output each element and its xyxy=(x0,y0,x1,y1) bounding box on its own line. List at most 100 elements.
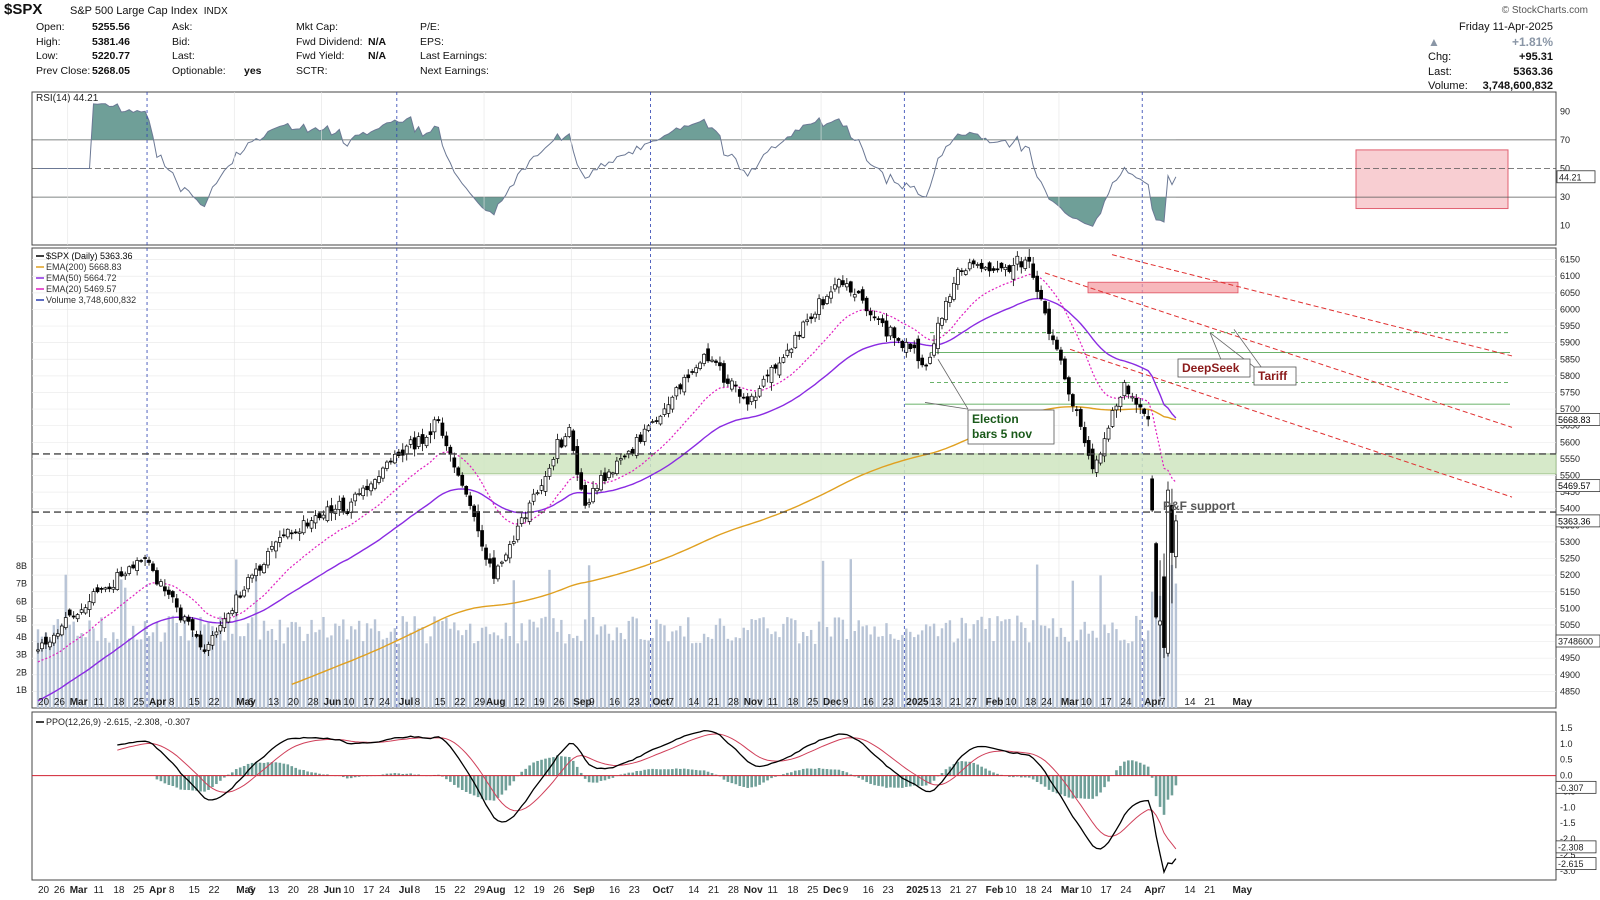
candle-body xyxy=(127,566,132,574)
volume-bar xyxy=(857,620,860,708)
volume-bar xyxy=(758,618,761,708)
ppo-histogram-bar xyxy=(980,766,983,776)
ppo-histogram-bar xyxy=(1154,775,1158,797)
volume-bar xyxy=(116,638,119,708)
volume-bar xyxy=(135,639,139,708)
candlestick xyxy=(325,500,330,523)
candlestick xyxy=(622,453,627,460)
volume-bar xyxy=(893,638,896,708)
ppo-histogram-bar xyxy=(1119,765,1122,776)
ppo-histogram-bar xyxy=(671,769,674,776)
candle-body xyxy=(876,318,881,321)
volume-bar xyxy=(564,643,567,708)
candlestick xyxy=(266,547,270,569)
volume-bar xyxy=(409,632,412,708)
volume-bar xyxy=(310,619,313,708)
candle-body xyxy=(500,561,504,564)
volume-bar xyxy=(274,640,278,708)
candlestick xyxy=(55,629,60,640)
volume-bar xyxy=(825,626,829,708)
ppo-histogram-bar xyxy=(270,762,274,776)
volume-bar xyxy=(290,621,293,708)
price-axis-label: 5250 xyxy=(1560,554,1580,564)
x-axis-label-bottom: 11 xyxy=(768,885,779,896)
candlestick xyxy=(773,363,778,374)
candlestick xyxy=(674,385,679,400)
candlestick xyxy=(95,584,100,594)
candle-body xyxy=(511,541,516,544)
ppo-histogram-bar xyxy=(417,774,420,776)
ppo-histogram-bar xyxy=(496,775,500,799)
candlestick xyxy=(1063,356,1067,381)
candle-body xyxy=(611,472,615,475)
ppo-histogram-bar xyxy=(552,757,555,776)
price-axis-label: 5300 xyxy=(1560,537,1580,547)
candlestick xyxy=(829,285,833,304)
ppo-histogram-bar xyxy=(889,775,892,788)
x-axis-label: 24 xyxy=(1120,697,1132,708)
candle-body xyxy=(71,615,76,618)
ppo-histogram-bar xyxy=(746,775,750,788)
candle-body xyxy=(87,601,92,610)
volume-bar xyxy=(512,580,515,708)
ppo-histogram-bar xyxy=(171,775,175,787)
candle-body xyxy=(571,430,576,451)
election-note-line2: bars 5 nov xyxy=(972,427,1032,441)
volume-bar xyxy=(468,623,472,708)
ppo-histogram-bar xyxy=(686,769,690,776)
ppo-histogram-bar xyxy=(504,775,508,791)
volume-bar xyxy=(861,626,864,708)
price-axis-label: 6050 xyxy=(1560,288,1580,298)
candle-body xyxy=(155,570,159,585)
candle-body xyxy=(971,260,976,265)
candle-body xyxy=(1035,275,1039,292)
candlestick xyxy=(559,437,564,449)
candlestick xyxy=(99,586,104,594)
price-axis-label: 5150 xyxy=(1560,587,1580,597)
candlestick xyxy=(79,603,84,615)
x-axis-label: Sep xyxy=(573,697,591,708)
candle-body xyxy=(983,266,988,270)
deepseek-note-box xyxy=(1177,358,1251,378)
candlestick xyxy=(289,529,294,540)
ppo-histogram-bar xyxy=(341,775,345,778)
candlestick xyxy=(238,591,243,599)
candlestick xyxy=(1078,407,1083,430)
candlestick xyxy=(793,331,798,349)
candlestick xyxy=(670,395,675,413)
ppo-histogram-bar xyxy=(1166,775,1170,800)
candlestick xyxy=(1074,405,1079,417)
up-arrow-icon: ▲ xyxy=(1428,34,1440,49)
ppo-histogram-bar xyxy=(187,775,190,791)
candle-body xyxy=(254,568,258,577)
volume-bar xyxy=(429,636,432,708)
x-axis-label: 10 xyxy=(1081,697,1093,708)
candlestick xyxy=(1118,396,1123,413)
candlestick xyxy=(908,342,913,352)
candle-body xyxy=(194,634,199,637)
volume-bar xyxy=(782,623,785,708)
candle-body xyxy=(630,448,635,454)
ppo-histogram-bar xyxy=(905,775,908,787)
election-pointer xyxy=(924,402,969,410)
ppo-histogram-bar xyxy=(409,773,412,776)
x-axis-label-bottom: May xyxy=(236,885,256,896)
ppo-histogram-bar xyxy=(857,775,861,778)
volume-bar xyxy=(1087,633,1090,708)
volume-bar xyxy=(393,628,397,708)
ppo-histogram-bar xyxy=(976,764,979,776)
volume-bar xyxy=(643,639,646,708)
candlestick xyxy=(587,498,591,508)
candlestick xyxy=(1154,541,1158,619)
candlestick xyxy=(567,423,572,439)
candle-body xyxy=(412,437,417,450)
volume-bar xyxy=(889,634,892,708)
volume-bar xyxy=(203,624,206,708)
volume-bar xyxy=(72,621,75,708)
candle-body xyxy=(246,577,250,590)
ppo-axis-label: 1.5 xyxy=(1560,723,1573,733)
ppo-histogram-bar xyxy=(690,769,694,776)
candlestick xyxy=(860,286,865,304)
x-axis-label-bottom: 22 xyxy=(454,885,466,896)
legend-entry: EMA(200) 5668.83 xyxy=(46,262,122,272)
